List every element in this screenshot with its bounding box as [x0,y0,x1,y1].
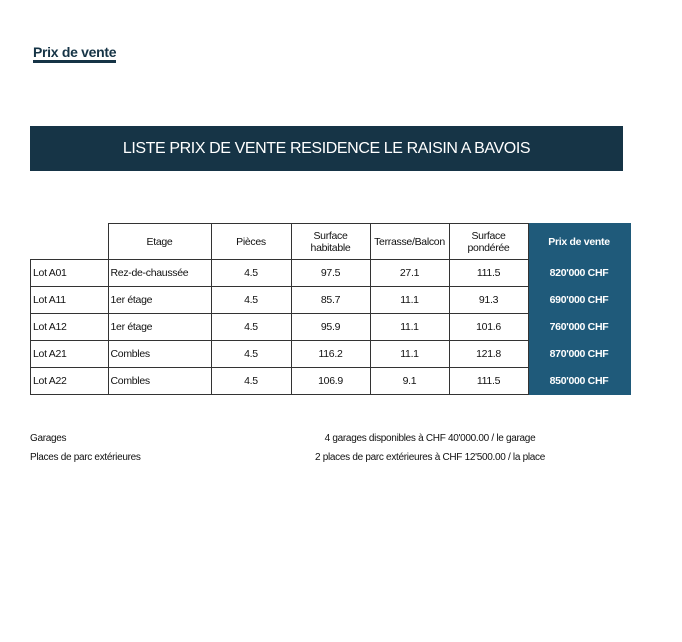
header-surface-ponderee: Surface pondérée [448,223,529,260]
cell-surface-habitable: 97.5 [290,259,371,287]
footer-value-garages: 4 garages disponibles à CHF 40'000.00 / … [324,433,536,444]
cell-etage: 1er étage [107,286,212,314]
footer-value-parking: 2 places de parc extérieures à CHF 12'50… [315,452,545,463]
banner-title: LISTE PRIX DE VENTE RESIDENCE LE RAISIN … [30,126,623,171]
header-surface-habitable: Surface habitable [290,223,371,260]
cell-terrasse: 9.1 [369,367,450,395]
header-prix: Prix de vente [527,223,631,260]
table-header-row: Etage Pièces Surface habitable Terrasse/… [30,223,631,260]
cell-lot: Lot A22 [30,367,109,395]
cell-etage: Combles [107,340,212,368]
table-row: Lot A12 1er étage 4.5 95.9 11.1 101.6 760'000 … [30,313,631,341]
cell-pieces: 4.5 [210,259,292,287]
cell-pieces: 4.5 [210,313,292,341]
cell-terrasse: 11.1 [369,340,450,368]
cell-surface-habitable: 85.7 [290,286,371,314]
cell-lot: Lot A11 [30,286,109,314]
header-pieces: Pièces [210,223,292,260]
cell-etage: Rez-de-chaussée [107,259,212,287]
table-row: Lot A22 Combles 4.5 106.9 9.1 111.5 850'000 CH… [30,367,631,395]
cell-prix: 870'000 CHF [527,340,631,368]
cell-surface-habitable: 116.2 [290,340,371,368]
cell-surface-habitable: 95.9 [290,313,371,341]
cell-surface-ponderee: 121.8 [448,340,529,368]
cell-pieces: 4.5 [210,340,292,368]
footer-label-parking: Places de parc extérieures [30,452,141,463]
cell-lot: Lot A21 [30,340,109,368]
price-table: Etage Pièces Surface habitable Terrasse/… [30,223,631,395]
header-terrasse: Terrasse/Balcon [369,223,450,260]
cell-prix: 760'000 CHF [527,313,631,341]
cell-lot: Lot A01 [30,259,109,287]
cell-prix: 820'000 CHF [527,259,631,287]
cell-surface-ponderee: 91.3 [448,286,529,314]
cell-terrasse: 27.1 [369,259,450,287]
cell-surface-habitable: 106.9 [290,367,371,395]
cell-pieces: 4.5 [210,286,292,314]
cell-etage: Combles [107,367,212,395]
cell-prix: 690'000 CHF [527,286,631,314]
table-row: Lot A11 1er étage 4.5 85.7 11.1 91.3 690'000 C… [30,286,631,314]
cell-terrasse: 11.1 [369,313,450,341]
footer-label-garages: Garages [30,433,67,444]
header-etage: Etage [107,223,212,260]
table-row: Lot A21 Combles 4.5 116.2 11.1 121.8 870'000 C… [30,340,631,368]
cell-surface-ponderee: 101.6 [448,313,529,341]
page-title: Prix de vente [33,44,117,63]
cell-etage: 1er étage [107,313,212,341]
table-row: Lot A01 Rez-de-chaussée 4.5 97.5 27.1 111.5 82… [30,259,631,287]
cell-surface-ponderee: 111.5 [448,367,529,395]
cell-surface-ponderee: 111.5 [448,259,529,287]
cell-terrasse: 11.1 [369,286,450,314]
header-empty [30,223,109,260]
cell-lot: Lot A12 [30,313,109,341]
cell-pieces: 4.5 [210,367,292,395]
cell-prix: 850'000 CHF [527,367,631,395]
